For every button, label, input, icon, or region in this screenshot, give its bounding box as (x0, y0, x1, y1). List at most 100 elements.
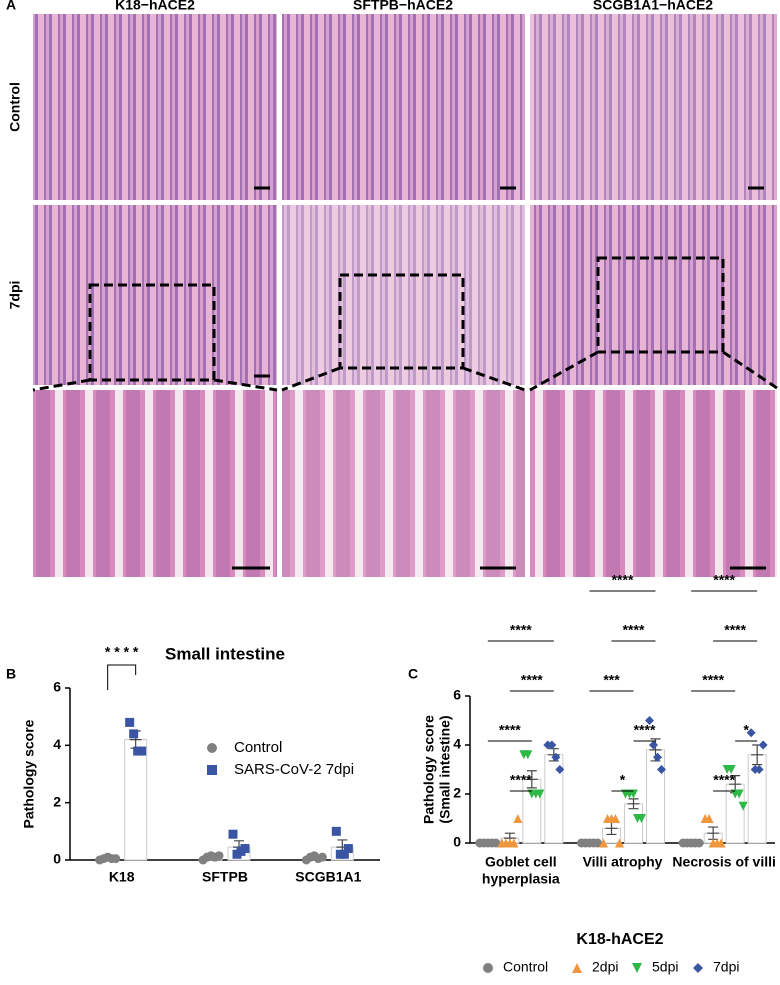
x-tick-label: Necrosis of villi (672, 854, 775, 870)
point (649, 740, 658, 750)
significance-label: * * * * (105, 644, 139, 660)
y-tick-label: 6 (53, 679, 61, 695)
point (513, 814, 523, 823)
point (129, 729, 139, 739)
point (726, 765, 736, 774)
histology-grid (32, 14, 778, 577)
x-axis-label: K18-hACE2 (576, 931, 663, 948)
point (137, 746, 147, 756)
point (716, 838, 726, 848)
point (331, 826, 341, 836)
significance-label: **** (724, 622, 746, 638)
column-label: K18−hACE2 (115, 0, 195, 13)
point (535, 789, 545, 799)
point (339, 849, 349, 859)
legend-marker (207, 743, 217, 753)
significance-label: **** (713, 772, 735, 788)
point (754, 765, 764, 774)
image (530, 205, 777, 385)
significance-label: **** (499, 722, 521, 738)
image (33, 14, 277, 200)
point (509, 838, 519, 848)
legend-label: Control (234, 739, 282, 756)
x-tick-label: Villi atrophy (583, 854, 663, 870)
significance-bracket (107, 664, 137, 690)
zoom-boxes (32, 256, 778, 392)
point (758, 740, 768, 750)
point (615, 838, 624, 848)
x-tick-label: SFTPB (202, 869, 248, 885)
image (282, 14, 525, 200)
point (593, 838, 602, 848)
column-label: SCGB1A1−hACE2 (593, 0, 713, 13)
point (637, 814, 646, 823)
significance-label: *** (603, 672, 620, 688)
panel-label: C (408, 666, 418, 682)
point (111, 854, 121, 864)
point (214, 851, 224, 861)
significance-label: **** (510, 772, 532, 788)
significance-label: **** (634, 722, 656, 738)
x-tick-label: hyperplasia (482, 871, 560, 887)
point (704, 814, 714, 823)
x-tick-label: K18 (109, 869, 135, 885)
bar (522, 778, 542, 844)
panel-label: B (6, 666, 16, 682)
legend-label: 5dpi (652, 959, 678, 975)
point (125, 717, 135, 727)
significance-label: **** (612, 572, 634, 588)
point (694, 838, 704, 848)
point (551, 752, 561, 762)
legend-label: SARS-CoV-2 7dpi (234, 761, 354, 778)
point (547, 740, 557, 750)
point (523, 750, 533, 760)
point (746, 728, 756, 738)
point (491, 838, 501, 848)
y-tick-label: 4 (53, 736, 61, 752)
point (555, 765, 565, 774)
point (734, 789, 744, 799)
y-tick-label: 2 (453, 785, 461, 801)
bar (124, 739, 148, 861)
point (653, 752, 662, 762)
error-bar (525, 770, 538, 789)
significance-label: **** (521, 672, 543, 688)
x-tick-label: SCGB1A1 (295, 869, 361, 885)
y-axis-label: (Small intestine) (437, 715, 453, 823)
legend-label: Control (503, 959, 548, 975)
legend-marker (207, 765, 217, 775)
scale-bars (232, 186, 766, 570)
error-bar (649, 738, 662, 762)
y-tick-label: 4 (453, 736, 461, 752)
point (228, 829, 238, 839)
image (282, 390, 525, 577)
y-axis-label: Pathology score (21, 719, 37, 828)
point (240, 844, 250, 854)
y-tick-label: 2 (53, 793, 61, 809)
y-tick-label: 0 (53, 851, 61, 867)
row-label: Control (7, 82, 23, 132)
panel-label: A (6, 0, 16, 13)
image (33, 390, 277, 577)
legend-label: 2dpi (592, 959, 618, 975)
y-tick-label: 6 (453, 687, 461, 703)
bar (646, 749, 665, 844)
legend-marker (632, 963, 642, 973)
point (317, 852, 327, 862)
significance-label: * (743, 722, 749, 738)
y-tick-label: 0 (453, 834, 461, 850)
point (611, 814, 620, 823)
image (282, 205, 525, 385)
significance-label: **** (713, 572, 735, 588)
point (645, 716, 654, 725)
point (343, 844, 353, 854)
column-label: SFTPB−hACE2 (353, 0, 453, 13)
significance-label: **** (702, 672, 724, 688)
row-label: 7dpi (7, 281, 23, 310)
point (657, 765, 666, 774)
y-axis-label: Pathology score (421, 715, 437, 824)
legend-label: 7dpi (713, 959, 739, 975)
point (738, 801, 748, 811)
point (629, 789, 638, 799)
